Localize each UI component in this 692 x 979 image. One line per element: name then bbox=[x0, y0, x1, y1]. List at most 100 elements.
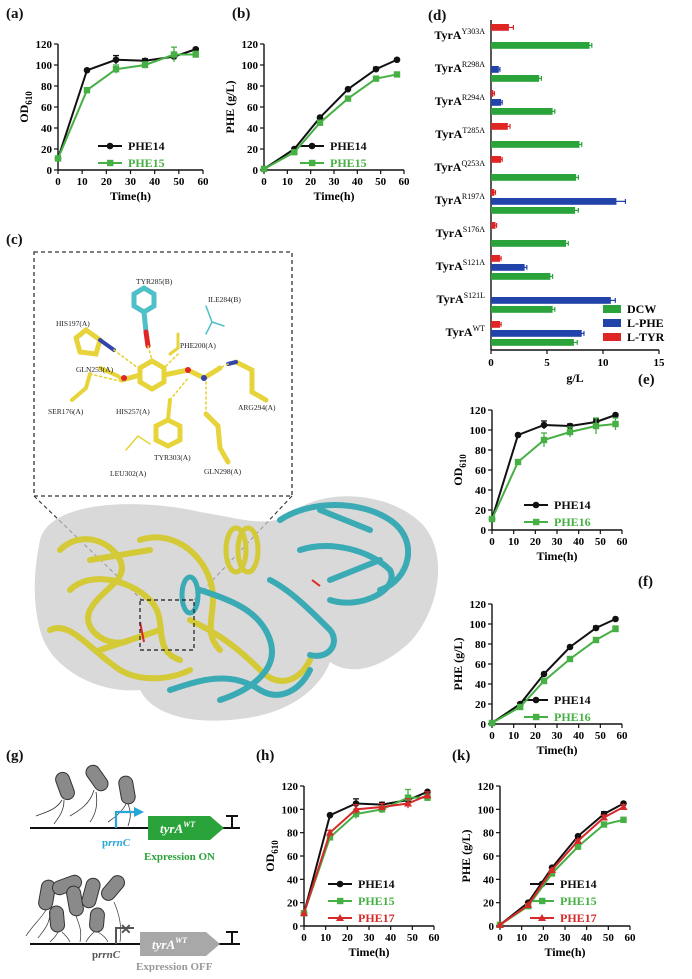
data-point bbox=[612, 411, 619, 419]
x-tick-label: 60 bbox=[625, 932, 637, 944]
y-axis-label: PHE (g/L) bbox=[223, 80, 237, 133]
y-tick-label: 120 bbox=[470, 599, 487, 611]
category-label: TyrAT285A bbox=[435, 126, 485, 141]
residue-label: GLN253(A) bbox=[76, 365, 114, 374]
x-tick-label: 40 bbox=[385, 932, 397, 944]
panel-label-a: (a) bbox=[6, 6, 24, 22]
data-point bbox=[516, 703, 524, 711]
data-point bbox=[566, 428, 574, 436]
data-point bbox=[316, 119, 324, 126]
legend-marker bbox=[337, 897, 344, 905]
data-point bbox=[192, 51, 199, 58]
y-tick-label: 60 bbox=[475, 465, 487, 477]
legend-marker bbox=[308, 142, 316, 150]
panel-label-k: (k) bbox=[452, 748, 471, 764]
bar-dcw bbox=[491, 306, 553, 313]
category-base: TyrA bbox=[435, 61, 462, 75]
legend-marker bbox=[336, 880, 344, 888]
residue-label: HIS257(A) bbox=[116, 407, 150, 416]
chart-e-od-growth: 0 20 40 60 80 100 120 0 10 20 30 40 50 60 Time(h) OD610… bbox=[451, 405, 629, 563]
y-tick-label: 100 bbox=[282, 804, 299, 816]
bar-dcw bbox=[491, 240, 567, 247]
y-axis-label-main: PHE (g/L) bbox=[459, 829, 473, 882]
x-tick-label: 10 bbox=[282, 176, 294, 188]
y-tick-label: 40 bbox=[41, 123, 53, 135]
chart-k-phe-production: 0 20 40 60 80 100 120 0 10 20 30 40 50 60 Time(h) PHE (… bbox=[459, 781, 637, 959]
category-base: TyrA bbox=[435, 193, 462, 207]
data-point bbox=[488, 515, 496, 523]
bar-l-tyr bbox=[491, 189, 495, 196]
data-point bbox=[316, 114, 324, 121]
legend-label: DCW bbox=[627, 302, 656, 316]
data-point bbox=[488, 719, 496, 727]
ligand-sticks bbox=[70, 285, 269, 465]
category-sup: R197A bbox=[462, 192, 485, 201]
data-point bbox=[170, 51, 178, 58]
x-tick-label: 50 bbox=[603, 932, 615, 944]
x-tick-label: 10 bbox=[508, 536, 520, 548]
x-tick-label: 40 bbox=[581, 932, 593, 944]
data-point bbox=[344, 95, 352, 102]
data-point bbox=[524, 901, 533, 908]
panel-label-h: (h) bbox=[256, 748, 275, 764]
data-point bbox=[112, 66, 120, 73]
panel-label-d: (d) bbox=[428, 8, 447, 24]
data-point bbox=[83, 87, 91, 94]
status-off: Expression OFF bbox=[136, 961, 213, 972]
bar-l-tyr bbox=[491, 24, 509, 31]
data-point bbox=[141, 61, 149, 69]
y-tick-label: 60 bbox=[483, 851, 495, 863]
bar-l-tyr bbox=[491, 90, 494, 97]
x-tick-label: 0 bbox=[261, 176, 267, 188]
legend-marker bbox=[336, 914, 344, 921]
y-tick-label: 0 bbox=[481, 525, 487, 537]
x-axis-label: g/L bbox=[566, 371, 583, 385]
bar-l-tyr bbox=[491, 255, 500, 262]
legend-marker bbox=[533, 518, 540, 526]
data-point bbox=[540, 421, 548, 429]
x-tick-label: 30 bbox=[552, 730, 564, 742]
y-tick-label: 80 bbox=[247, 81, 259, 93]
x-tick-label: 0 bbox=[488, 357, 494, 369]
legend-swatch bbox=[603, 305, 621, 313]
legend-label: PHE15 bbox=[330, 156, 367, 170]
data-point bbox=[566, 655, 574, 663]
bar-dcw bbox=[491, 339, 574, 346]
bar-dcw bbox=[491, 141, 580, 148]
series-line-phe16 bbox=[491, 628, 616, 724]
y-axis-label-sub: 610 bbox=[24, 91, 34, 105]
y-axis-label-sub: 610 bbox=[458, 454, 468, 468]
x-tick-label: 5 bbox=[544, 357, 550, 369]
category-label: TyrAY303A bbox=[434, 27, 485, 42]
residue-label: SER176(A) bbox=[48, 407, 84, 416]
residue-label: ARG294(A) bbox=[238, 403, 276, 412]
bar-dcw bbox=[491, 207, 575, 214]
x-tick-label: 60 bbox=[429, 932, 441, 944]
data-point bbox=[540, 436, 548, 444]
category-base: TyrA bbox=[436, 226, 463, 240]
data-point bbox=[260, 165, 268, 173]
legend-marker bbox=[532, 696, 540, 704]
legend-label: PHE15 bbox=[128, 156, 165, 170]
legend-marker bbox=[538, 914, 546, 921]
bar-l-phe bbox=[491, 99, 502, 106]
data-point bbox=[612, 615, 619, 623]
category-label: TyrAS176A bbox=[436, 225, 486, 240]
category-base: TyrA bbox=[435, 127, 462, 141]
y-tick-label: 40 bbox=[287, 874, 299, 886]
y-tick-label: 120 bbox=[242, 39, 259, 51]
category-sup: R294A bbox=[462, 93, 485, 102]
bar-l-phe bbox=[491, 264, 525, 271]
data-point bbox=[423, 791, 432, 799]
x-tick-label: 20 bbox=[305, 176, 317, 188]
x-tick-label: 0 bbox=[55, 176, 61, 188]
x-tick-label: 10 bbox=[320, 932, 332, 944]
x-tick-label: 60 bbox=[617, 536, 629, 548]
x-tick-label: 20 bbox=[538, 932, 550, 944]
y-tick-label: 60 bbox=[247, 102, 259, 114]
panel-label-b: (b) bbox=[232, 6, 251, 22]
x-tick-label: 50 bbox=[595, 730, 607, 742]
x-tick-label: 30 bbox=[552, 536, 564, 548]
category-base: TyrA bbox=[437, 292, 464, 306]
y-axis-label-main: PHE (g/L) bbox=[451, 637, 465, 690]
